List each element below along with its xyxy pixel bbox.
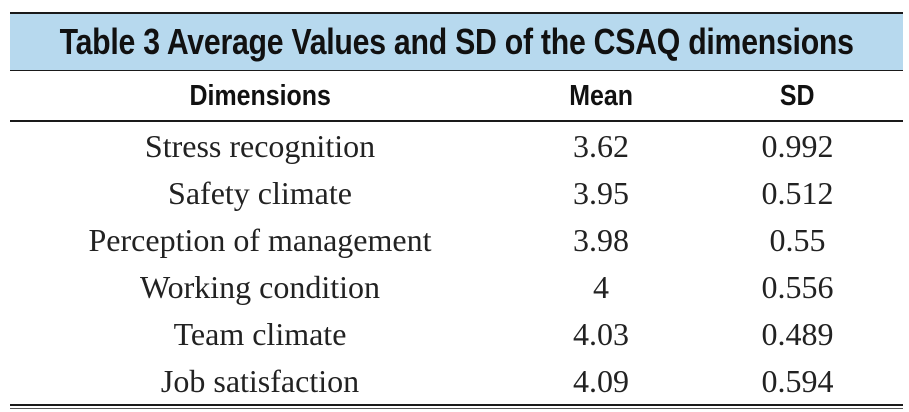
cell-sd: 0.556 [761, 269, 834, 305]
cell-dimension: Perception of management [88, 222, 432, 258]
table-row: Stress recognition 3.62 0.992 [10, 123, 903, 170]
cell-sd: 0.512 [761, 175, 834, 211]
cell-sd: 0.55 [769, 222, 826, 258]
header-cell-dimensions: Dimensions [10, 72, 510, 120]
header-label-sd: SD [780, 79, 815, 112]
header-cell-mean: Mean [510, 72, 692, 120]
header-cell-sd: SD [692, 72, 903, 120]
cell-mean: 3.98 [573, 222, 629, 258]
table-row: Perception of management 3.98 0.55 [10, 217, 903, 264]
top-rule [10, 12, 903, 14]
header-top-rule [10, 70, 903, 71]
cell-sd: 0.594 [761, 363, 834, 399]
cell-mean: 4 [593, 269, 609, 305]
table-title-band: Table 3 Average Values and SD of the CSA… [10, 14, 903, 70]
cell-dimension: Job satisfaction [160, 363, 360, 399]
cell-mean: 4.09 [573, 363, 629, 399]
cell-dimension: Team climate [173, 316, 347, 352]
cell-sd: 0.992 [761, 128, 834, 164]
table-bottom-rule [10, 404, 903, 406]
table-row: Safety climate 3.95 0.512 [10, 170, 903, 217]
cell-sd: 0.489 [761, 316, 834, 352]
table-body: Stress recognition 3.62 0.992 Safety cli… [10, 123, 903, 405]
table-bottom-rule-secondary [10, 408, 903, 409]
header-label-dimensions: Dimensions [189, 79, 331, 112]
header-bottom-rule [10, 120, 903, 122]
table-title: Table 3 Average Values and SD of the CSA… [59, 21, 854, 62]
table-row: Working condition 4 0.556 [10, 264, 903, 311]
table-header-row: Dimensions Mean SD [10, 72, 903, 120]
header-label-mean: Mean [569, 79, 633, 112]
table-row: Job satisfaction 4.09 0.594 [10, 358, 903, 405]
table-row: Team climate 4.03 0.489 [10, 311, 903, 358]
cell-dimension: Safety climate [168, 175, 352, 211]
cell-dimension: Stress recognition [144, 128, 376, 164]
cell-mean: 3.95 [573, 175, 629, 211]
cell-mean: 3.62 [573, 128, 629, 164]
cell-dimension: Working condition [139, 269, 381, 305]
cell-mean: 4.03 [573, 316, 629, 352]
